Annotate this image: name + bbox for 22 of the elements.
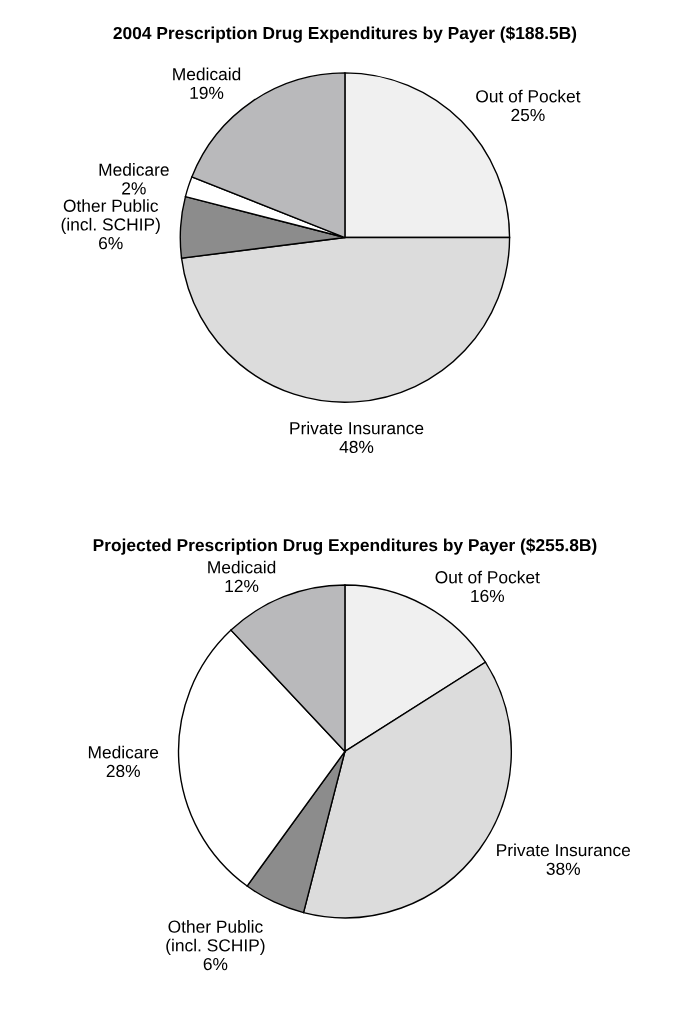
slice-label: Medicaid <box>173 67 241 81</box>
data-label: 6% <box>99 237 123 250</box>
data-label: 38% <box>546 862 581 875</box>
chart-title: Projected Prescription Drug Expenditures by Payer ($255.8B) <box>93 538 597 555</box>
slice-label: Other Public (incl. SCHIP) <box>166 920 265 955</box>
data-label: 16% <box>471 589 505 603</box>
slice-label: Medicare <box>99 163 169 176</box>
slice-label: Private Insurance <box>290 421 424 435</box>
data-label: 2% <box>122 182 146 195</box>
data-label: 28% <box>106 764 140 778</box>
slice-label: Private Insurance <box>497 843 631 857</box>
slice-label: Other Public (incl. SCHIP) <box>61 199 160 235</box>
slice-label: Medicare <box>88 745 159 759</box>
data-label: 19% <box>190 86 224 100</box>
slice-label: Medicaid <box>208 560 276 574</box>
data-label: 48% <box>339 440 374 454</box>
slice-label: Out of Pocket <box>435 570 540 584</box>
slice-label: Out of Pocket <box>476 89 581 103</box>
data-label: 12% <box>225 579 259 593</box>
chart-title: 2004 Prescription Drug Expenditures by Payer ($188.5B) <box>113 26 577 43</box>
data-label: 25% <box>511 108 545 122</box>
data-label: 6% <box>203 957 228 971</box>
